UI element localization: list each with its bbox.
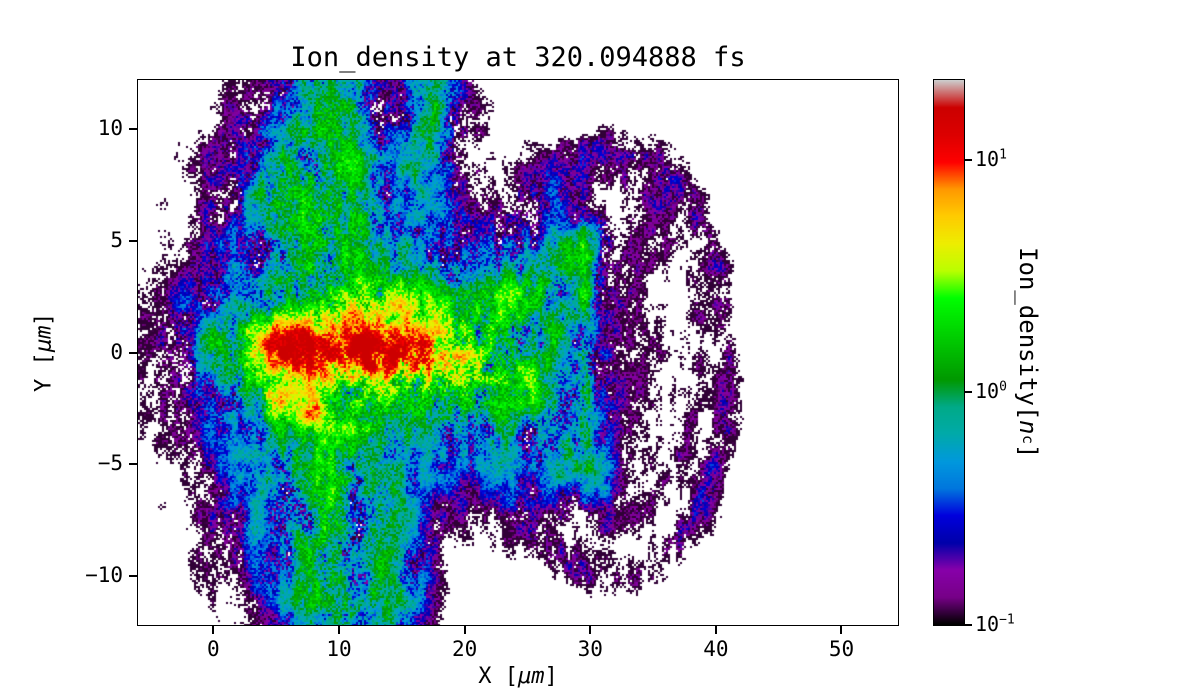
y-tick-mark xyxy=(129,574,137,577)
colorbar-tick-label: 101 xyxy=(975,146,1007,171)
colorbar xyxy=(933,79,965,626)
colorbar-tick-label: 100 xyxy=(975,379,1007,404)
y-tick-label: 0 xyxy=(110,339,123,364)
x-tick-label: 10 xyxy=(326,637,352,661)
x-tick-mark xyxy=(337,626,340,634)
y-tick-label: −5 xyxy=(97,451,123,476)
colorbar-tick-mark xyxy=(965,391,972,394)
x-tick-label: 50 xyxy=(828,637,855,661)
y-tick-label: 10 xyxy=(97,116,123,141)
colorbar-label-var: n xyxy=(1014,420,1042,435)
y-tick-label: −10 xyxy=(85,562,123,587)
x-tick-mark xyxy=(589,626,592,634)
heatmap-plot-area xyxy=(137,79,899,626)
colorbar-label: Ion_density[n c] xyxy=(1008,80,1048,625)
x-tick-label: 20 xyxy=(451,637,478,661)
x-tick-mark xyxy=(840,626,843,634)
x-axis-label: X [μm] xyxy=(138,664,898,689)
x-tick-label: 0 xyxy=(207,637,220,661)
x-axis-label-close: ] xyxy=(544,664,558,689)
colorbar-label-text: Ion_density[ xyxy=(1014,246,1042,421)
x-tick-label: 40 xyxy=(703,637,729,661)
x-tick-mark xyxy=(463,626,466,634)
y-tick-label: 5 xyxy=(110,227,123,252)
colorbar-label-sub: c xyxy=(1019,434,1037,444)
plot-title: Ion_density at 320.094888 fs xyxy=(290,42,746,73)
colorbar-tick-mark xyxy=(965,158,972,161)
y-tick-mark xyxy=(129,239,137,242)
x-axis-label-math: μm xyxy=(518,664,545,689)
y-tick-mark xyxy=(129,128,137,131)
colorbar-label-close: ] xyxy=(1014,443,1042,459)
x-axis-label-text: X [ xyxy=(478,664,518,689)
colorbar-tick-mark xyxy=(965,624,972,626)
y-tick-mark xyxy=(129,351,137,354)
x-tick-label: 30 xyxy=(577,637,603,661)
y-axis-label-close: ] xyxy=(31,312,57,326)
y-tick-mark xyxy=(129,463,137,466)
colorbar-tick-label: 10−1 xyxy=(975,612,1015,636)
x-tick-mark xyxy=(714,626,717,634)
x-tick-mark xyxy=(212,626,215,634)
